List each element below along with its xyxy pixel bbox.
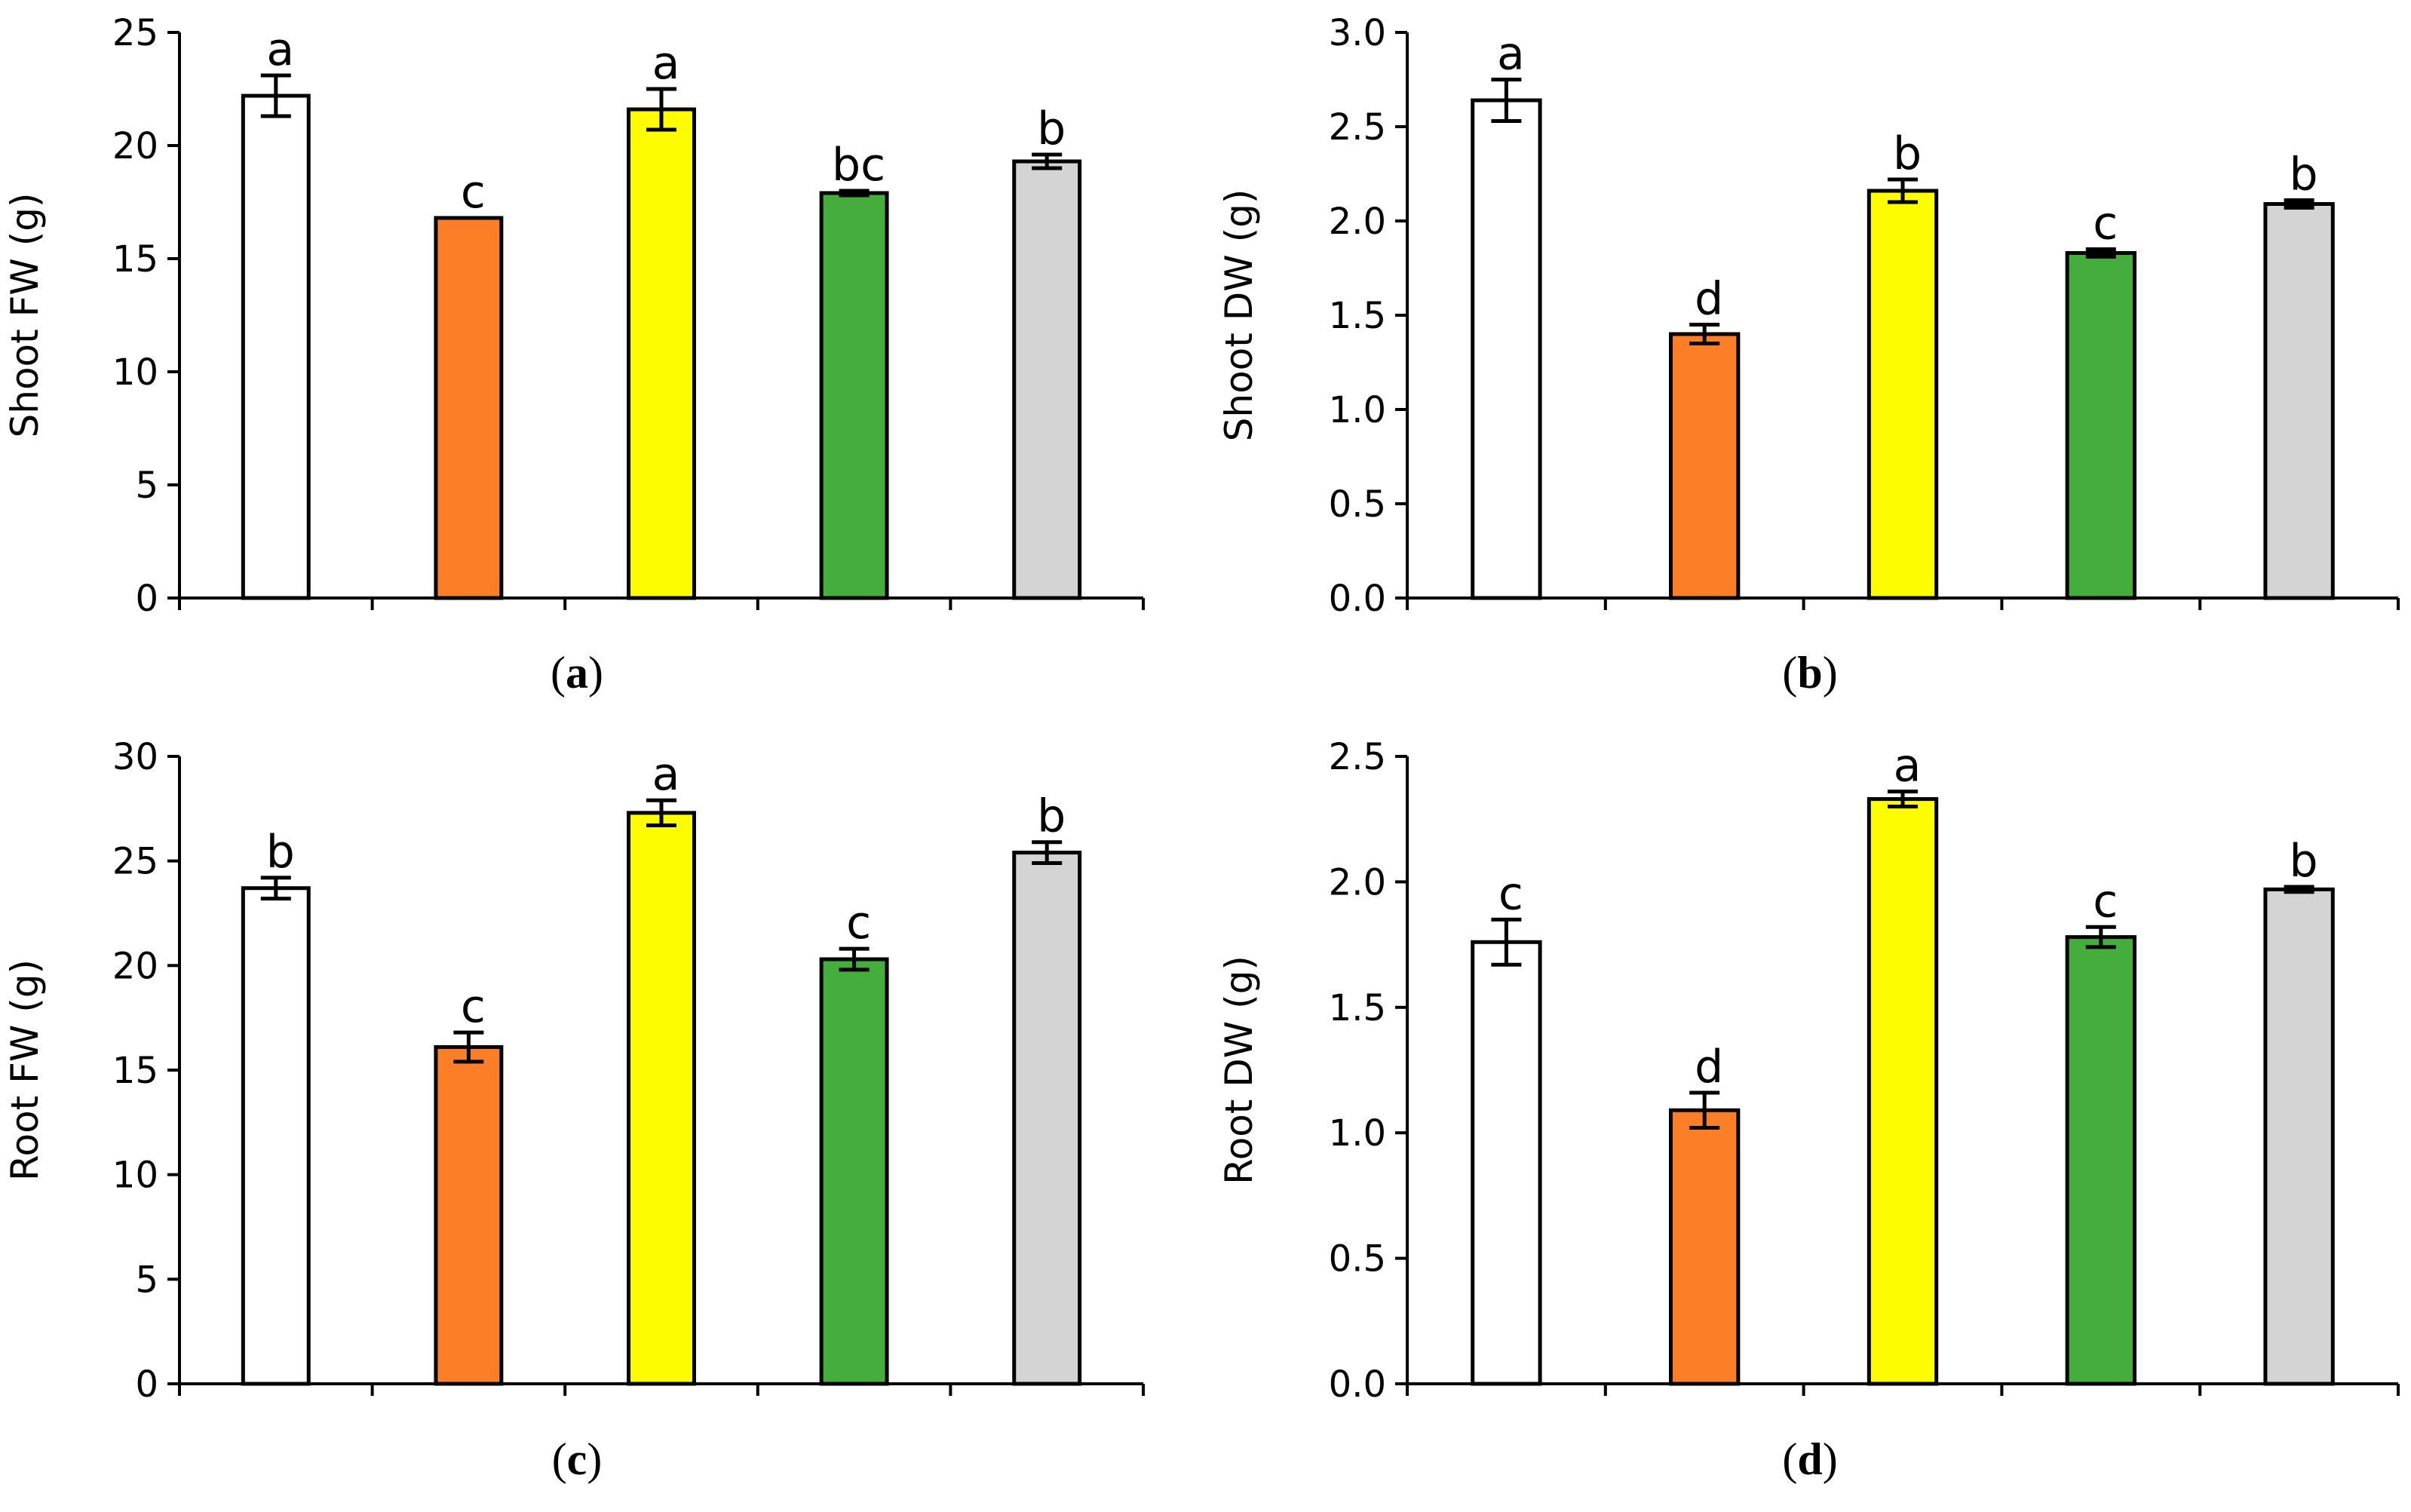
y-tick-label: 2.5 [1329, 736, 1386, 778]
y-tick-label: 0.5 [1329, 483, 1386, 526]
y-tick-label: 0.5 [1329, 1238, 1386, 1280]
error-bar-a-4 [839, 189, 870, 198]
y-tick-label: 2.0 [1329, 201, 1386, 243]
error-bar-c-1 [260, 876, 291, 901]
bar-b-1 [1471, 98, 1542, 600]
bar-b-5 [2263, 202, 2335, 600]
panel-label: (a) [551, 648, 603, 698]
bar-a-2 [434, 216, 504, 600]
bar-c-4 [819, 957, 889, 1386]
error-bar-d-1 [1491, 917, 1522, 967]
bar-d-3 [1867, 797, 1939, 1386]
y-tick-label: 1.0 [1329, 389, 1386, 431]
bar-a-4 [819, 191, 889, 600]
significance-letter: b [1037, 103, 1066, 155]
panel-label: (d) [1782, 1434, 1837, 1484]
panel-label: (c) [552, 1434, 603, 1484]
bar-d-2 [1669, 1108, 1741, 1386]
panel-label: (b) [1782, 648, 1837, 698]
bar-a-1 [241, 94, 311, 600]
error-bar-d-2 [1689, 1090, 1720, 1130]
y-tick-label: 25 [112, 841, 158, 883]
error-bar-b-4 [2085, 247, 2116, 259]
significance-letter: bc [832, 139, 885, 192]
y-tick-label: 10 [112, 1155, 158, 1197]
y-tick-label: 10 [112, 351, 158, 394]
significance-letter: d [1695, 273, 1723, 326]
significance-letter: a [266, 23, 294, 76]
significance-letter: b [1893, 127, 1922, 180]
y-axis-title: Root FW (g) [3, 959, 47, 1181]
y-tick-label: 5 [135, 465, 158, 507]
significance-letter: c [846, 897, 871, 949]
bar-c-1 [241, 886, 311, 1386]
bar-d-4 [2065, 935, 2136, 1386]
chart-panel-c: 0 5 10 15 20 25 30 b c a c b Root FW (g) (c) [3, 736, 1145, 1484]
significance-letter: c [1498, 867, 1523, 920]
y-tick-label: 0 [135, 578, 158, 620]
significance-letter: c [2093, 875, 2118, 928]
bar-d-1 [1471, 940, 1542, 1386]
significance-letter: a [652, 37, 680, 90]
error-bar-c-4 [839, 946, 870, 972]
significance-letter: b [2290, 835, 2318, 888]
chart-panel-b: 0.0 0.5 1.0 1.5 2.0 2.5 3.0 a d b c b Shoot DW (g) (b… [1217, 12, 2400, 698]
y-tick-label: 0.0 [1329, 578, 1386, 620]
significance-letter: a [652, 748, 680, 801]
error-bar-c-3 [646, 798, 676, 828]
y-tick-label: 0 [135, 1363, 158, 1406]
significance-letter: c [461, 166, 486, 219]
chart-panel-d: 0.0 0.5 1.0 1.5 2.0 2.5 c d a c b Root DW (g) (d) [1217, 736, 2400, 1484]
bar-d-5 [2263, 887, 2335, 1386]
y-axis-title: Shoot FW (g) [3, 193, 47, 438]
y-tick-label: 3.0 [1329, 12, 1386, 54]
chart-panel-a: 0 5 10 15 20 25 a c a bc b Shoot FW (g) (a) [3, 12, 1145, 698]
bar-c-5 [1012, 851, 1082, 1386]
bar-b-4 [2065, 251, 2136, 600]
significance-letter: c [2093, 198, 2118, 250]
significance-letter: a [1894, 740, 1922, 793]
bar-a-5 [1012, 159, 1082, 600]
error-bar-a-5 [1032, 152, 1063, 170]
error-bar-d-4 [2085, 925, 2116, 949]
y-axis-title: Root DW (g) [1217, 955, 1261, 1185]
error-bar-b-1 [1491, 78, 1522, 123]
y-tick-label: 15 [112, 238, 158, 281]
significance-letter: a [1497, 28, 1525, 81]
y-tick-label: 5 [135, 1259, 158, 1301]
y-tick-label: 20 [112, 945, 158, 987]
y-tick-label: 30 [112, 736, 158, 778]
y-tick-label: 25 [112, 12, 158, 54]
error-bar-a-1 [260, 73, 291, 118]
error-bar-c-5 [1032, 840, 1063, 865]
error-bar-c-2 [453, 1030, 484, 1064]
significance-letter: d [1695, 1041, 1723, 1093]
error-bar-d-5 [2284, 885, 2314, 894]
y-tick-label: 15 [112, 1050, 158, 1092]
y-tick-label: 0.0 [1329, 1363, 1386, 1406]
error-bar-b-2 [1689, 323, 1720, 345]
significance-letter: b [2290, 149, 2318, 201]
error-bar-a-3 [646, 87, 676, 132]
y-tick-label: 1.5 [1329, 987, 1386, 1029]
significance-letter: b [1037, 790, 1066, 843]
bar-b-3 [1867, 189, 1939, 600]
bar-b-2 [1669, 332, 1741, 600]
error-bar-b-3 [1888, 177, 1918, 204]
bar-c-2 [434, 1044, 504, 1386]
y-tick-label: 2.5 [1329, 106, 1386, 149]
y-tick-label: 1.0 [1329, 1112, 1386, 1155]
y-axis-title: Shoot DW (g) [1217, 189, 1261, 442]
error-bar-b-5 [2284, 198, 2314, 210]
significance-letter: b [266, 826, 295, 879]
y-tick-label: 20 [112, 125, 158, 167]
bar-a-3 [627, 107, 696, 600]
bar-c-3 [627, 811, 696, 1386]
y-tick-label: 2.0 [1329, 861, 1386, 903]
significance-letter: c [461, 980, 486, 1033]
error-bar-d-3 [1888, 790, 1918, 809]
y-tick-label: 1.5 [1329, 295, 1386, 337]
